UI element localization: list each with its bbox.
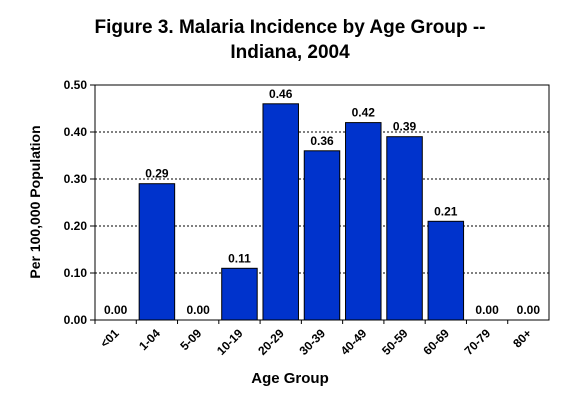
- x-tick-label: 40-49: [338, 326, 370, 358]
- bar: [345, 122, 382, 321]
- x-tick-label: 50-59: [379, 326, 411, 358]
- bar-value-label: 0.39: [393, 120, 417, 134]
- y-tick-label: 0.50: [64, 78, 88, 92]
- bar-value-label: 0.11: [228, 251, 251, 265]
- y-tick-label: 0.10: [64, 266, 88, 280]
- x-tick-label: 1-04: [136, 326, 163, 353]
- y-tick-label: 0.30: [64, 172, 88, 186]
- chart-title-line-1: Figure 3. Malaria Incidence by Age Group…: [94, 17, 486, 38]
- y-tick-label: 0.00: [64, 313, 88, 327]
- x-tick-label: 20-29: [255, 326, 287, 358]
- bar-value-label: 0.46: [269, 87, 293, 101]
- x-tick-label: 10-19: [214, 326, 246, 358]
- y-tick-label: 0.20: [64, 219, 88, 233]
- x-tick-label: 30-39: [297, 326, 329, 358]
- bar-value-label: 0.21: [434, 204, 458, 218]
- bar-value-label: 0.36: [310, 134, 334, 148]
- x-tick-label: <01: [97, 326, 122, 351]
- x-tick-label: 80+: [510, 326, 534, 350]
- bar-value-label: 0.00: [187, 303, 211, 317]
- bar-value-label: 0.00: [475, 303, 499, 317]
- bar: [427, 220, 465, 321]
- bar: [386, 136, 423, 321]
- bar-value-label: 0.42: [352, 106, 376, 120]
- bar: [221, 267, 258, 321]
- x-tick-label: 5-09: [177, 326, 204, 353]
- bar-value-label: 0.00: [104, 303, 128, 317]
- bar-value-label: 0.29: [145, 167, 169, 181]
- chart-title-line-2: Indiana, 2004: [230, 42, 350, 63]
- bar: [138, 183, 176, 321]
- x-axis-label: Age Group: [251, 370, 329, 387]
- bar-value-label: 0.00: [517, 303, 541, 317]
- y-tick-label: 0.40: [64, 125, 88, 139]
- x-tick-label: 60-69: [420, 326, 452, 358]
- x-tick-label: 70-79: [462, 326, 494, 358]
- bar: [262, 103, 299, 321]
- bar: [303, 150, 341, 321]
